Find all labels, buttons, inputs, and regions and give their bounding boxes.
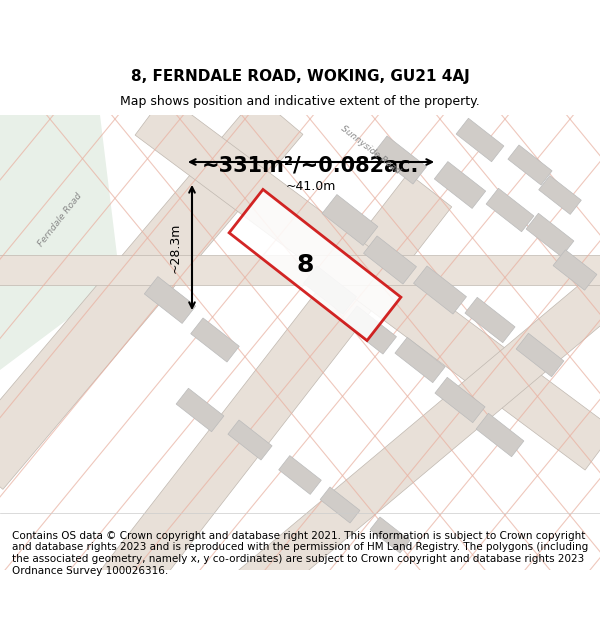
Polygon shape xyxy=(364,236,416,284)
Polygon shape xyxy=(0,115,120,370)
Polygon shape xyxy=(435,378,485,423)
Polygon shape xyxy=(320,487,360,523)
Polygon shape xyxy=(228,420,272,460)
Polygon shape xyxy=(526,213,574,257)
Polygon shape xyxy=(176,388,224,432)
Polygon shape xyxy=(476,413,524,457)
Text: 8, FERNDALE ROAD, WOKING, GU21 4AJ: 8, FERNDALE ROAD, WOKING, GU21 4AJ xyxy=(131,69,469,84)
Polygon shape xyxy=(98,173,452,607)
Polygon shape xyxy=(0,255,600,285)
Polygon shape xyxy=(553,250,597,290)
Polygon shape xyxy=(0,96,303,489)
Polygon shape xyxy=(395,338,445,382)
Polygon shape xyxy=(486,188,534,232)
Polygon shape xyxy=(145,276,196,324)
Text: 8: 8 xyxy=(296,253,314,277)
Text: ~41.0m: ~41.0m xyxy=(286,180,336,193)
Polygon shape xyxy=(413,266,466,314)
Polygon shape xyxy=(516,333,564,377)
Polygon shape xyxy=(278,456,322,494)
Polygon shape xyxy=(539,176,581,214)
Text: Contains OS data © Crown copyright and database right 2021. This information is : Contains OS data © Crown copyright and d… xyxy=(12,531,588,576)
Polygon shape xyxy=(370,517,410,553)
Polygon shape xyxy=(434,161,485,209)
Polygon shape xyxy=(304,266,356,314)
Text: Ferndale Road: Ferndale Road xyxy=(37,191,83,249)
Text: ~331m²/~0.082ac.: ~331m²/~0.082ac. xyxy=(202,155,419,175)
Text: Sunnyside Road: Sunnyside Road xyxy=(338,124,401,176)
Polygon shape xyxy=(344,306,397,354)
Text: Map shows position and indicative extent of the property.: Map shows position and indicative extent… xyxy=(120,95,480,108)
Polygon shape xyxy=(135,95,600,470)
Polygon shape xyxy=(236,262,600,608)
Polygon shape xyxy=(191,318,239,362)
Polygon shape xyxy=(465,298,515,343)
Polygon shape xyxy=(322,194,378,246)
Polygon shape xyxy=(508,145,552,185)
Polygon shape xyxy=(229,189,401,341)
Text: ~28.3m: ~28.3m xyxy=(169,222,182,272)
Polygon shape xyxy=(374,136,427,184)
Polygon shape xyxy=(456,118,504,162)
